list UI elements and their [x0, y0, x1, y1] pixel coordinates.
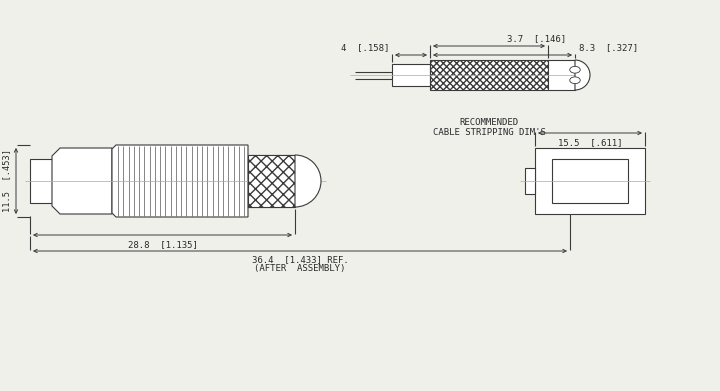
Bar	[535, 148, 645, 214]
Text: 8.3  [.327]: 8.3 [.327]	[579, 43, 638, 52]
Text: 28.8  [1.135]: 28.8 [1.135]	[127, 240, 197, 249]
Text: (AFTER  ASSEMBLY): (AFTER ASSEMBLY)	[254, 264, 346, 273]
Bar	[392, 64, 430, 86]
Polygon shape	[112, 145, 248, 217]
Bar	[430, 60, 548, 90]
Text: 4  [.158]: 4 [.158]	[341, 43, 389, 52]
Bar	[552, 159, 628, 203]
Bar	[548, 60, 575, 90]
Bar	[30, 159, 52, 203]
Polygon shape	[52, 148, 112, 214]
Ellipse shape	[570, 66, 580, 73]
Text: 11.5  [.453]: 11.5 [.453]	[2, 149, 11, 212]
Text: 15.5  [.611]: 15.5 [.611]	[558, 138, 622, 147]
Wedge shape	[575, 60, 590, 90]
Bar	[248, 155, 295, 207]
Bar	[525, 168, 535, 194]
Polygon shape	[248, 155, 295, 207]
Wedge shape	[295, 155, 321, 207]
Text: 3.7  [.146]: 3.7 [.146]	[507, 34, 566, 43]
Ellipse shape	[570, 77, 580, 84]
Text: RECOMMENDED
CABLE STRIPPING DIM'S: RECOMMENDED CABLE STRIPPING DIM'S	[433, 118, 546, 137]
Text: 36.4  [1.433] REF.: 36.4 [1.433] REF.	[251, 255, 348, 264]
